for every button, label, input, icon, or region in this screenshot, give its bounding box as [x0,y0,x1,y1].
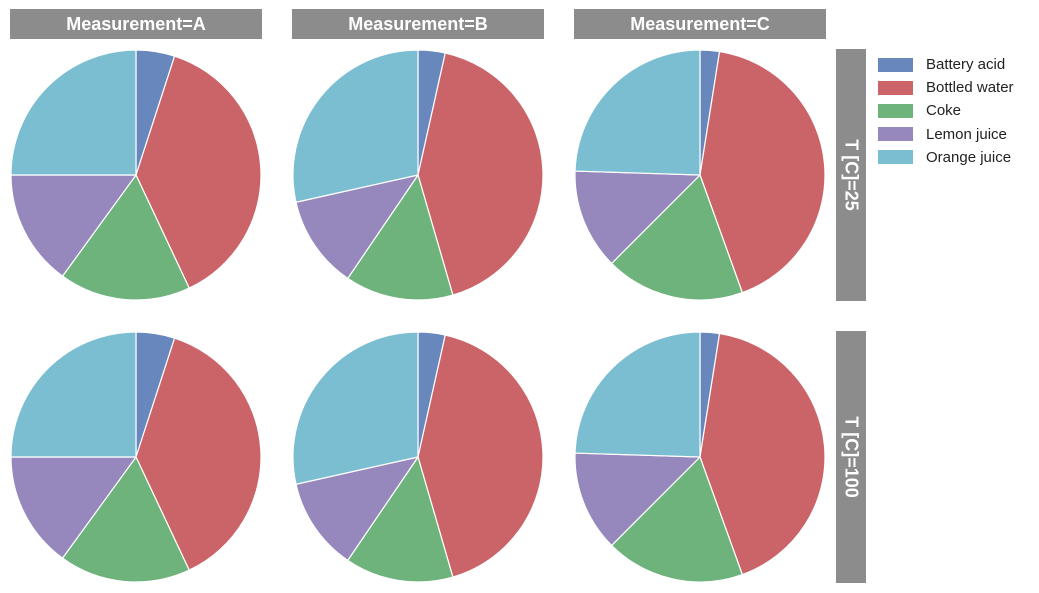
legend-item-coke[interactable]: Coke [878,99,1014,122]
legend-swatch [878,80,913,95]
pie-slice-orange-juice[interactable] [574,49,701,176]
legend-label: Bottled water [926,79,1014,97]
legend-swatch [878,103,913,118]
legend-swatch [878,57,913,72]
pie-t100-c [574,331,826,583]
pie-slice-coke[interactable] [347,174,454,301]
pie-slice-orange-juice[interactable] [292,49,419,203]
pie-slice-bottled-water[interactable] [135,337,262,571]
row-title-25: T [C]=25 [836,49,866,301]
pie-slice-bottled-water[interactable] [417,52,544,296]
pie-t100-b [292,331,544,583]
pie-slice-orange-juice[interactable] [574,331,701,458]
pie-slice-lemon-juice[interactable] [295,456,419,561]
pie-t100-a [10,331,262,583]
column-title-c: Measurement=C [574,9,826,39]
pie-t25-a [10,49,262,301]
pie-slice-lemon-juice[interactable] [574,170,701,264]
pie-t25-c [574,49,826,301]
pie-t25-b [292,49,544,301]
pie-slice-coke[interactable] [611,174,743,301]
pie-slice-lemon-juice[interactable] [10,456,137,559]
row-title-25-label: T [C]=25 [841,139,862,211]
pie-slice-bottled-water[interactable] [135,55,262,289]
legend-item-orange-juice[interactable]: Orange juice [878,146,1014,169]
pie-slice-lemon-juice[interactable] [295,174,419,279]
pie-slice-bottled-water[interactable] [699,50,826,294]
pie-slice-coke[interactable] [61,456,190,583]
legend-swatch [878,127,913,142]
legend-label: Coke [926,102,962,120]
pie-slice-bottled-water[interactable] [699,332,826,576]
row-title-100-label: T [C]=100 [841,416,862,498]
legend-swatch [878,150,913,165]
legend: Battery acid Bottled water Coke Lemon ju… [878,53,1014,169]
legend-label: Lemon juice [926,125,1007,143]
pie-slice-coke[interactable] [61,174,190,301]
row-title-100: T [C]=100 [836,331,866,583]
column-title-b: Measurement=B [292,9,544,39]
legend-label: Orange juice [926,148,1012,166]
legend-item-bottled-water[interactable]: Bottled water [878,76,1014,99]
pie-slice-orange-juice[interactable] [10,331,137,458]
pie-slice-coke[interactable] [347,456,454,583]
pie-slice-lemon-juice[interactable] [574,452,701,546]
legend-item-battery-acid[interactable]: Battery acid [878,53,1014,76]
legend-item-lemon-juice[interactable]: Lemon juice [878,123,1014,146]
column-title-a: Measurement=A [10,9,262,39]
legend-label: Battery acid [926,56,1006,74]
pie-slice-orange-juice[interactable] [292,331,419,485]
pie-slice-coke[interactable] [611,456,743,583]
pie-slice-lemon-juice[interactable] [10,174,137,277]
pie-slice-orange-juice[interactable] [10,49,137,176]
pie-slice-bottled-water[interactable] [417,334,544,578]
